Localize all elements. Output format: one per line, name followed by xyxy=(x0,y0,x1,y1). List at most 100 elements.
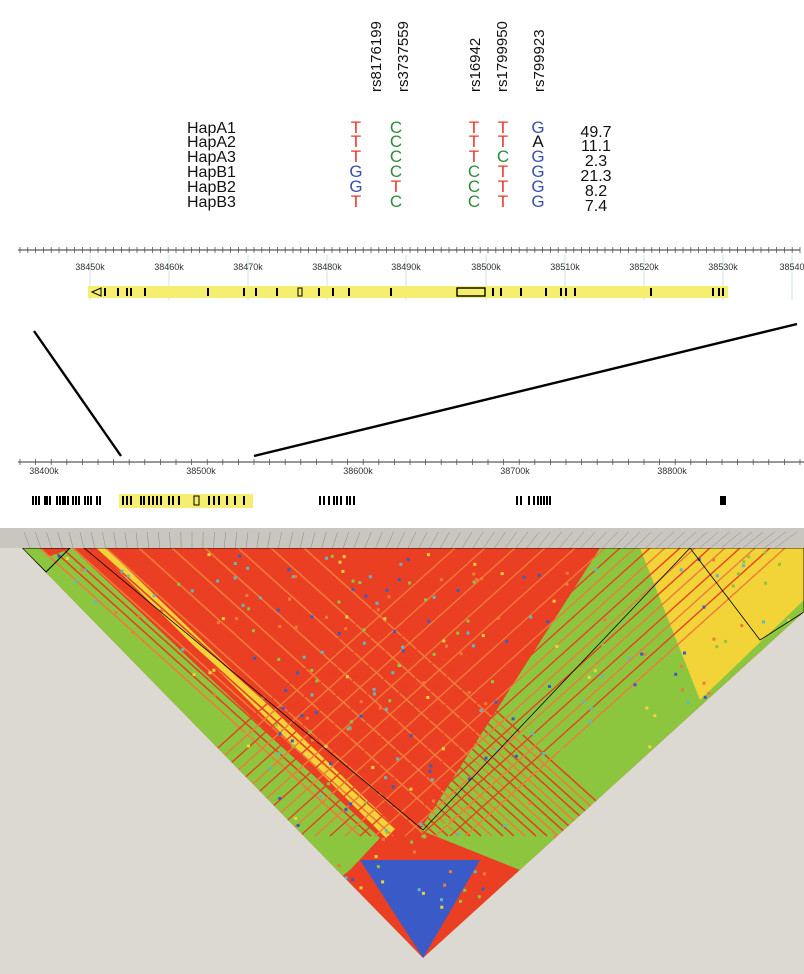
gene-bar xyxy=(88,286,728,298)
ld-pixel xyxy=(764,581,767,585)
exon-mark xyxy=(178,496,180,505)
haplotype-name: HapA2 xyxy=(187,134,236,151)
ld-pixel xyxy=(65,557,69,560)
ld-pixel xyxy=(351,579,355,583)
ld-pixel xyxy=(459,652,463,656)
ld-pixel xyxy=(646,735,649,739)
ld-pixel xyxy=(473,562,477,566)
ld-pixel xyxy=(581,700,585,703)
exon-mark xyxy=(545,288,547,296)
exon-mark xyxy=(533,496,535,505)
ld-pixel xyxy=(426,696,430,699)
ld-pixel xyxy=(159,609,163,613)
exon-mark xyxy=(75,496,77,505)
ld-pixel xyxy=(463,888,467,892)
ld-pixel xyxy=(514,754,518,758)
ld-diagonal-stripe xyxy=(226,548,548,837)
ld-pixel xyxy=(408,581,412,585)
axis-tick-label: 38480k xyxy=(312,262,342,272)
ld-pixel xyxy=(680,688,684,692)
snp-map-line xyxy=(332,531,338,549)
ld-pixel xyxy=(417,888,421,892)
ld-pixel xyxy=(393,629,397,633)
gene-bar xyxy=(119,494,253,508)
ld-pixel xyxy=(500,572,504,576)
ld-pixel xyxy=(381,880,385,884)
ld-pixel xyxy=(324,744,328,748)
ld-pixel xyxy=(494,700,498,704)
snp-map-line xyxy=(483,531,495,549)
exon-mark xyxy=(144,288,146,296)
allele-cell: C xyxy=(468,192,480,211)
haplotype-name: HapB2 xyxy=(187,179,236,196)
snp-map-line xyxy=(169,531,171,549)
haplotype-name: HapB1 xyxy=(187,164,236,181)
ld-pixel xyxy=(397,578,401,582)
snp-map-line xyxy=(146,531,150,549)
ld-pixel xyxy=(679,664,683,668)
ld-pixel xyxy=(329,762,333,766)
ld-pixel xyxy=(537,573,541,577)
snp-map-line xyxy=(278,531,282,549)
exon-mark xyxy=(126,496,128,505)
strand-arrow-icon xyxy=(90,287,102,297)
ld-pixel xyxy=(505,640,509,643)
ld-pixel xyxy=(296,824,300,827)
ld-pixel xyxy=(274,723,278,727)
axis-tick-label: 38450k xyxy=(75,262,105,272)
axis-tick-label: 38510k xyxy=(550,262,580,272)
snp-map-line xyxy=(742,531,764,549)
exon-mark xyxy=(38,496,40,505)
haplotype-name: HapA1 xyxy=(187,120,236,137)
axis-tick-label: 38490k xyxy=(391,262,421,272)
ld-pixel xyxy=(190,589,194,593)
ld-pixel xyxy=(207,553,211,557)
exon-mark xyxy=(492,288,494,296)
ld-pixel xyxy=(410,840,414,844)
ld-pixel xyxy=(703,695,707,699)
snp-map-line xyxy=(213,531,215,549)
ld-pixel xyxy=(391,671,395,675)
ld-pixel xyxy=(245,730,249,734)
ld-pixel xyxy=(362,641,366,645)
snp-label: rs799923 xyxy=(531,29,548,92)
ld-pixel xyxy=(315,679,319,683)
allele-cell: T xyxy=(498,177,508,196)
ld-pixel xyxy=(305,716,309,720)
ld-pixel xyxy=(482,872,486,876)
snp-map-line xyxy=(602,531,618,549)
ld-pixel xyxy=(740,624,744,628)
snp-map-line xyxy=(124,531,128,549)
ld-pixel xyxy=(276,608,280,612)
ld-pixel xyxy=(409,734,413,738)
snp-map-line xyxy=(158,531,160,549)
ld-pixel xyxy=(717,622,721,626)
ld-pixel xyxy=(457,833,461,837)
snp-map-line xyxy=(580,531,596,549)
ld-pixel xyxy=(251,629,255,633)
ld-pixel xyxy=(718,620,721,624)
ld-pixel xyxy=(391,785,395,789)
ld-diagonal-stripe xyxy=(204,548,526,837)
ld-block-outline xyxy=(22,548,72,573)
ld-pixel xyxy=(241,603,245,607)
ld-diagonal-stripe xyxy=(303,548,625,837)
ld-pixel xyxy=(359,886,363,890)
exon-mark xyxy=(336,496,338,505)
exon-mark xyxy=(226,496,228,505)
ld-pixel xyxy=(503,824,507,828)
ld-pixel xyxy=(291,575,295,579)
ld-pixel xyxy=(481,634,485,638)
exon-mark xyxy=(528,496,530,505)
ld-pixel xyxy=(325,615,328,619)
ld-pixel xyxy=(337,864,341,867)
ld-pixel xyxy=(375,601,379,605)
ld-pixel xyxy=(74,579,78,583)
axis-tick-label: 38800k xyxy=(657,466,687,476)
ld-pixel xyxy=(674,672,678,676)
ld-pixel xyxy=(216,579,220,583)
ld-pixel xyxy=(593,684,596,688)
snp-map-line xyxy=(461,531,473,549)
